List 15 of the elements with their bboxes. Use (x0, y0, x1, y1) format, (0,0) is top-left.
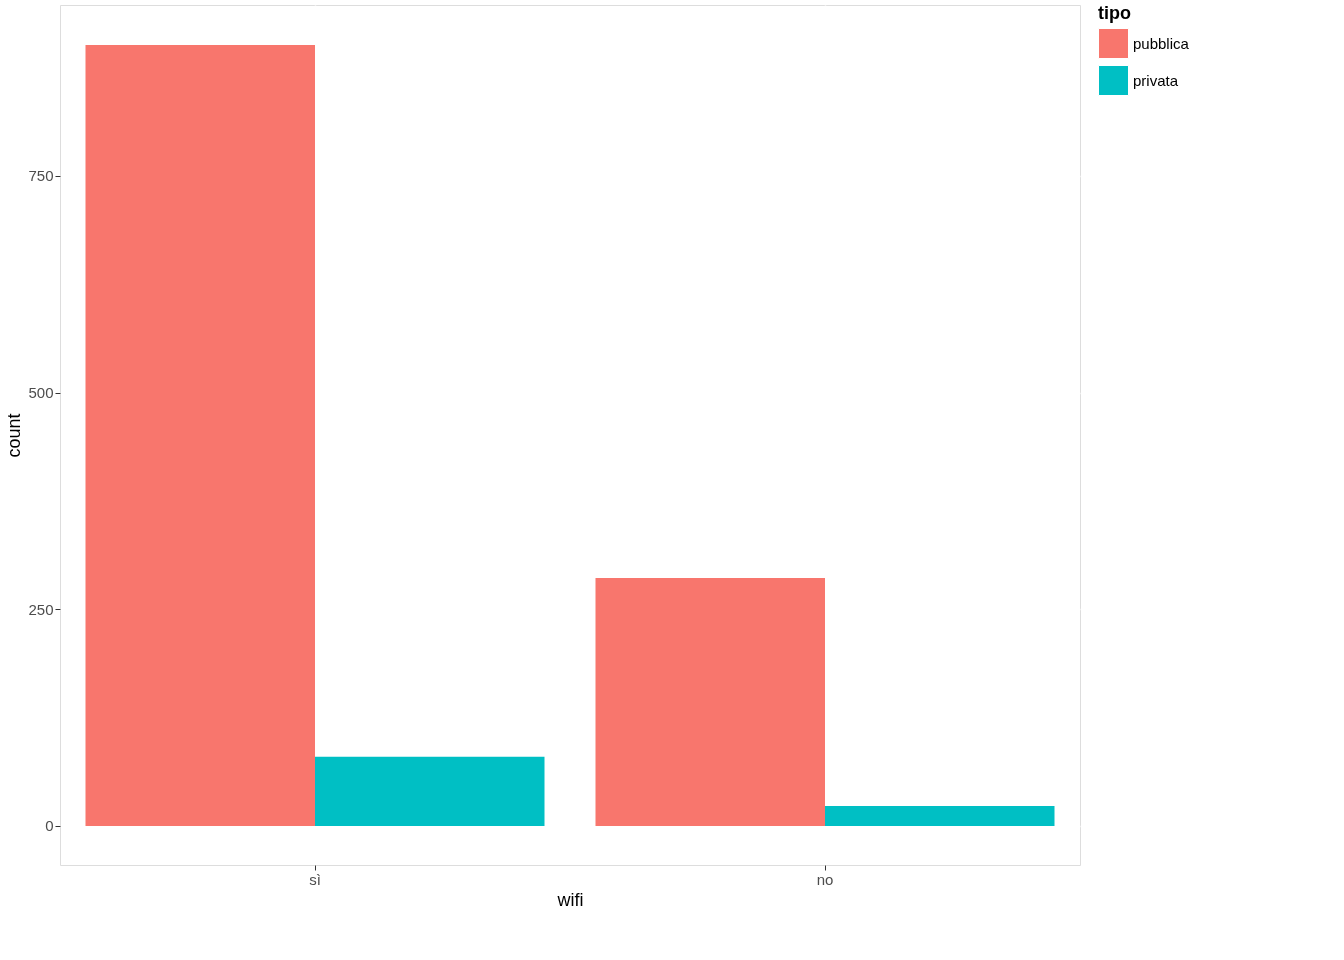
legend-label: privata (1133, 71, 1179, 89)
legend-label: pubblica (1133, 34, 1190, 52)
bar (595, 578, 825, 826)
bar (825, 806, 1055, 826)
x-tick-label: sì (309, 870, 321, 888)
y-tick-label: 750 (28, 167, 54, 185)
bar (85, 44, 315, 826)
x-tick-label: no (816, 870, 834, 888)
legend-title: tipo (1098, 3, 1131, 23)
y-tick-label: 500 (28, 384, 54, 402)
y-tick-label: 0 (45, 817, 54, 835)
y-axis-title: count (4, 413, 25, 458)
x-axis-title: wifi (556, 889, 584, 910)
y-tick-label: 250 (28, 600, 54, 618)
bar (315, 756, 545, 826)
